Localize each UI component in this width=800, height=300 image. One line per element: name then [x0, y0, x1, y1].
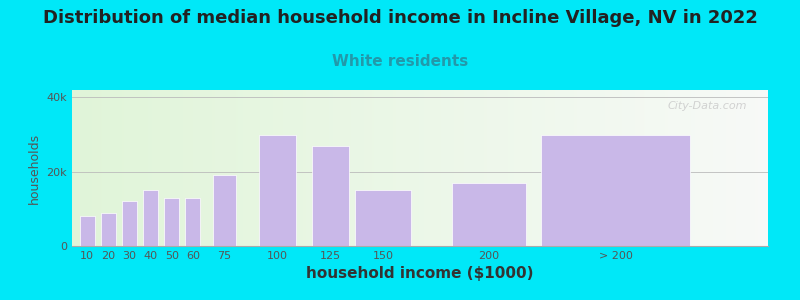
Bar: [259, 135, 296, 246]
Text: City-Data.com: City-Data.com: [668, 101, 747, 111]
Text: White residents: White residents: [332, 54, 468, 69]
Bar: [143, 190, 158, 246]
Bar: [452, 183, 526, 246]
Bar: [542, 135, 690, 246]
Bar: [122, 201, 137, 246]
Text: Distribution of median household income in Incline Village, NV in 2022: Distribution of median household income …: [42, 9, 758, 27]
Bar: [80, 216, 94, 246]
Bar: [164, 198, 179, 246]
X-axis label: household income ($1000): household income ($1000): [306, 266, 534, 281]
Bar: [355, 190, 411, 246]
Bar: [101, 213, 116, 246]
Bar: [186, 198, 200, 246]
Bar: [312, 146, 349, 246]
Bar: [214, 176, 236, 246]
Y-axis label: households: households: [28, 132, 41, 204]
